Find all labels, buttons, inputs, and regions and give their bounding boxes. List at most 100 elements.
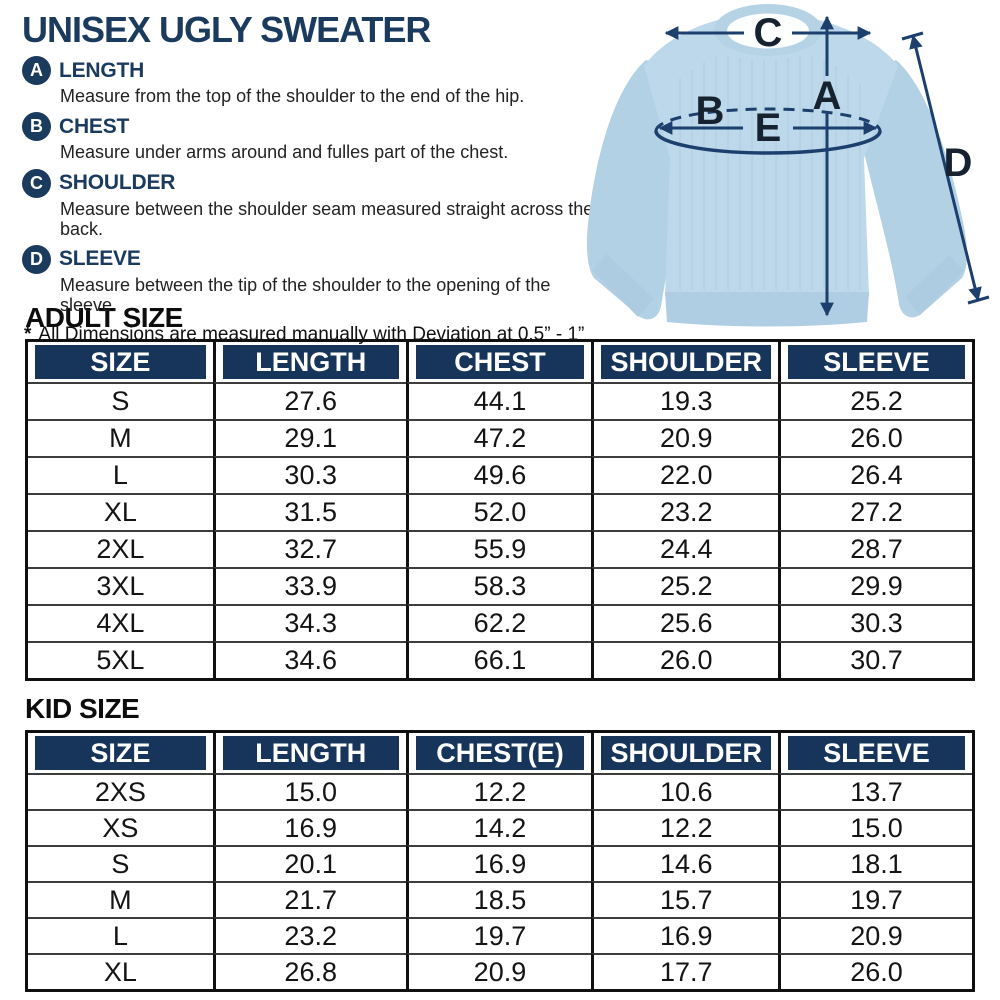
column-header-sleeve: SLEEVE <box>778 342 972 382</box>
value-cell: 26.0 <box>778 953 972 989</box>
badge-b: B <box>22 112 51 142</box>
value-cell: 19.7 <box>778 881 972 917</box>
value-cell: 20.9 <box>591 419 779 456</box>
value-cell: 34.6 <box>212 641 406 678</box>
value-cell: 16.9 <box>212 809 406 845</box>
value-cell: 12.2 <box>591 809 779 845</box>
value-cell: 33.9 <box>212 567 406 604</box>
arrow-d-tick-bottom <box>967 295 990 305</box>
value-cell: 25.2 <box>778 382 972 419</box>
value-cell: 12.2 <box>405 773 592 809</box>
chest-ellipse-dashed <box>654 107 882 132</box>
hero-section: UNISEX UGLY SWEATER A LENGTH Measure fro… <box>0 0 1000 345</box>
deviation-note-text: All Dimensions are measured manually wit… <box>38 324 585 346</box>
value-cell: 24.4 <box>591 530 779 567</box>
sweater-diagram-area: C A B E D <box>580 0 1000 330</box>
arrow-d-tick-top <box>901 31 924 41</box>
value-cell: 32.7 <box>212 530 406 567</box>
asterisk: * <box>24 324 32 346</box>
column-header-shoulder: SHOULDER <box>591 342 778 382</box>
arrow-d <box>909 34 982 302</box>
column-header-chest: CHEST <box>405 342 592 382</box>
value-cell: 13.7 <box>778 773 972 809</box>
size-cell: S <box>28 845 213 881</box>
size-cell: XL <box>28 953 213 989</box>
value-cell: 14.6 <box>591 845 779 881</box>
value-cell: 20.9 <box>778 917 972 953</box>
size-cell: 4XL <box>28 604 213 641</box>
value-cell: 27.6 <box>212 382 406 419</box>
chest-ellipse-solid <box>654 130 882 155</box>
measurement-instructions: UNISEX UGLY SWEATER A LENGTH Measure fro… <box>22 9 597 346</box>
value-cell: 55.9 <box>405 530 592 567</box>
kid-size-section: KID SIZE SIZE LENGTH CHEST(E) SHOULDER SLEEV… <box>25 693 975 992</box>
value-cell: 15.0 <box>212 773 406 809</box>
column-header-size: SIZE <box>28 733 213 773</box>
value-cell: 18.5 <box>405 881 592 917</box>
measurement-head: D SLEEVE <box>22 244 597 274</box>
value-cell: 30.7 <box>778 641 972 678</box>
column-header-cheste: CHEST(E) <box>405 733 592 773</box>
measurement-desc-shoulder: Measure between the shoulder seam measur… <box>60 198 594 239</box>
size-cell: 5XL <box>28 641 213 678</box>
value-cell: 17.7 <box>591 953 779 989</box>
column-header-sleeve: SLEEVE <box>778 733 972 773</box>
measurement-desc-sleeve: Measure between the tip of the shoulder … <box>60 274 551 316</box>
measurement-item-sleeve: D SLEEVE Measure between the tip of the … <box>22 244 597 316</box>
size-cell: L <box>28 917 213 953</box>
value-cell: 25.6 <box>591 604 779 641</box>
value-cell: 29.1 <box>212 419 406 456</box>
value-cell: 21.7 <box>212 881 406 917</box>
column-header-length: LENGTH <box>212 342 406 382</box>
value-cell: 58.3 <box>405 567 592 604</box>
measurement-desc-length: Measure from the top of the shoulder to … <box>60 86 525 107</box>
diagram-label-e: E <box>755 106 782 150</box>
value-cell: 47.2 <box>405 419 592 456</box>
collar-opening <box>727 13 809 49</box>
value-cell: 10.6 <box>591 773 779 809</box>
value-cell: 20.9 <box>405 953 592 989</box>
value-cell: 19.3 <box>591 382 779 419</box>
deviation-note: * All Dimensions are measured manually wi… <box>24 324 597 346</box>
measurement-label-chest: CHEST <box>59 114 130 138</box>
kid-size-table: SIZE LENGTH CHEST(E) SHOULDER SLEEVE 2XS 15.0 1… <box>25 730 975 992</box>
sweater-hem <box>665 292 869 327</box>
value-cell: 31.5 <box>212 493 406 530</box>
value-cell: 34.3 <box>212 604 406 641</box>
sweater-left-cuff <box>592 254 654 317</box>
measurement-head: B CHEST <box>22 112 597 142</box>
measurement-desc-chest: Measure under arms around and fulles par… <box>60 142 509 163</box>
value-cell: 20.1 <box>212 845 406 881</box>
size-cell: 2XL <box>28 530 213 567</box>
measurement-head: C SHOULDER <box>22 168 597 198</box>
value-cell: 15.0 <box>778 809 972 845</box>
measurement-item-length: A LENGTH Measure from the top of the sho… <box>22 56 597 106</box>
sweater-diagram: C A B E D <box>586 4 990 327</box>
adult-size-heading: ADULT SIZE <box>25 302 183 333</box>
value-cell: 15.7 <box>591 881 779 917</box>
value-cell: 44.1 <box>405 382 592 419</box>
badge-a: A <box>22 56 51 86</box>
value-cell: 23.2 <box>212 917 406 953</box>
value-cell: 14.2 <box>405 809 592 845</box>
value-cell: 29.9 <box>778 567 972 604</box>
value-cell: 26.8 <box>212 953 406 989</box>
measurement-head: A LENGTH <box>22 56 597 86</box>
value-cell: 16.9 <box>405 845 592 881</box>
value-cell: 30.3 <box>778 604 972 641</box>
column-header-shoulder: SHOULDER <box>591 733 778 773</box>
rib-texture <box>679 56 861 290</box>
value-cell: 26.0 <box>778 419 972 456</box>
measurement-item-shoulder: C SHOULDER Measure between the shoulder … <box>22 168 597 239</box>
size-cell: S <box>28 382 213 419</box>
value-cell: 49.6 <box>405 456 592 493</box>
size-cell: M <box>28 419 213 456</box>
size-tables: ADULT SIZE SIZE LENGTH CHEST SHOULDER SLEEVE… <box>25 302 975 992</box>
value-cell: 66.1 <box>405 641 592 678</box>
value-cell: 19.7 <box>405 917 592 953</box>
badge-d: D <box>22 244 51 274</box>
value-cell: 25.2 <box>591 567 779 604</box>
value-cell: 52.0 <box>405 493 592 530</box>
value-cell: 23.2 <box>591 493 779 530</box>
